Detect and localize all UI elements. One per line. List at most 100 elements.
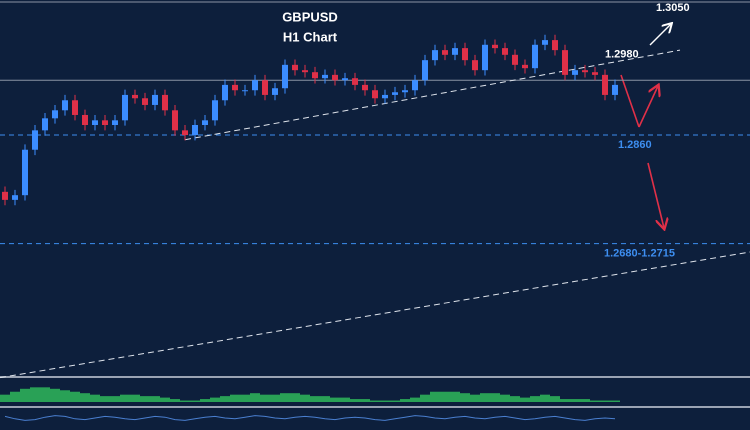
oscillator-bar: [0, 394, 10, 402]
candle-body: [112, 120, 118, 125]
oscillator-bar: [370, 400, 380, 402]
oscillator-bar: [170, 399, 180, 402]
candle-body: [442, 50, 448, 55]
oscillator-bar: [540, 394, 550, 402]
oscillator-bar: [190, 400, 200, 402]
oscillator-bar: [60, 390, 70, 402]
oscillator-bar: [310, 396, 320, 402]
oscillator-bar: [350, 399, 360, 402]
candle-body: [82, 114, 88, 125]
arrow: [638, 86, 658, 128]
oscillator-bar: [580, 399, 590, 402]
candle-body: [412, 80, 418, 91]
candle-body: [322, 74, 328, 79]
oscillator-bar: [130, 394, 140, 402]
candle-body: [292, 64, 298, 71]
candle-body: [32, 130, 38, 150]
trendline: [0, 251, 750, 379]
oscillator-bar: [30, 387, 40, 402]
candle-body: [42, 118, 48, 131]
candle-body: [52, 110, 58, 119]
candle-body: [122, 94, 128, 121]
oscillator-bar: [480, 393, 490, 402]
level-label: 1.2680-1.2715: [604, 248, 675, 260]
candle-body: [212, 100, 218, 121]
candle-body: [132, 94, 138, 99]
oscillator-bar: [590, 400, 600, 402]
candle-body: [302, 70, 308, 73]
candle-body: [572, 70, 578, 75]
candle-body: [422, 60, 428, 81]
candle-body: [472, 60, 478, 71]
candle-body: [182, 130, 188, 136]
oscillator-bar: [450, 391, 460, 402]
oscillator-bar: [70, 391, 80, 402]
oscillator-bar: [340, 397, 350, 402]
candle-body: [512, 54, 518, 65]
oscillator-bar: [10, 391, 20, 402]
oscillator-bar: [120, 394, 130, 402]
candle-body: [202, 120, 208, 125]
oscillator-bar: [270, 394, 280, 402]
oscillator-bar: [520, 397, 530, 402]
candle-body: [342, 78, 348, 81]
candle-body: [352, 78, 358, 85]
oscillator-bar: [260, 394, 270, 402]
oscillator-bar: [140, 396, 150, 402]
candle-body: [552, 40, 558, 51]
candle-body: [592, 72, 598, 75]
oscillator-bar: [300, 394, 310, 402]
oscillator-bar: [320, 396, 330, 402]
candle-body: [332, 74, 338, 81]
oscillator-bar: [470, 394, 480, 402]
candle-body: [272, 88, 278, 95]
oscillator-bar: [50, 388, 60, 402]
oscillator-bar: [330, 397, 340, 402]
candle-body: [22, 149, 28, 196]
candle-body: [312, 72, 318, 79]
oscillator-bar: [420, 394, 430, 402]
candle-body: [452, 48, 458, 55]
oscillator-bar: [160, 397, 170, 402]
arrow: [649, 24, 671, 46]
oscillator-bar: [570, 399, 580, 402]
oscillator-bar: [430, 391, 440, 402]
oscillator-bar: [250, 393, 260, 402]
arrow: [647, 162, 664, 228]
candle-body: [502, 48, 508, 55]
candle-body: [382, 94, 388, 99]
candle-body: [62, 100, 68, 111]
candle-body: [2, 191, 8, 200]
candle-body: [362, 84, 368, 91]
candle-body: [612, 84, 618, 95]
chart-subtitle: H1 Chart: [283, 29, 338, 44]
oscillator-bar: [400, 399, 410, 402]
candle-body: [242, 90, 248, 92]
oscillator-bar: [220, 396, 230, 402]
candle-body: [232, 84, 238, 91]
oscillator-bar: [20, 388, 30, 402]
candle-body: [542, 40, 548, 45]
candle-body: [562, 50, 568, 75]
oscillator-bar: [90, 394, 100, 402]
trendline: [184, 49, 681, 141]
candle-body: [162, 94, 168, 111]
candle-body: [432, 50, 438, 61]
candle-body: [12, 195, 18, 200]
chart-title: GBPUSD: [282, 9, 338, 24]
level-label: 1.2860: [618, 139, 652, 151]
oscillator-bar: [230, 394, 240, 402]
oscillator-bar: [410, 397, 420, 402]
candle-body: [482, 44, 488, 71]
level-label: 1.3050: [656, 2, 690, 14]
oscillator-bar: [460, 393, 470, 402]
candle-body: [532, 44, 538, 69]
oscillator-bar: [290, 393, 300, 402]
arrow: [620, 74, 640, 128]
oscillator-bar: [530, 396, 540, 402]
oscillator-bar: [210, 397, 220, 402]
candle-body: [252, 80, 258, 91]
oscillator-bar: [440, 391, 450, 402]
candle-body: [102, 120, 108, 125]
